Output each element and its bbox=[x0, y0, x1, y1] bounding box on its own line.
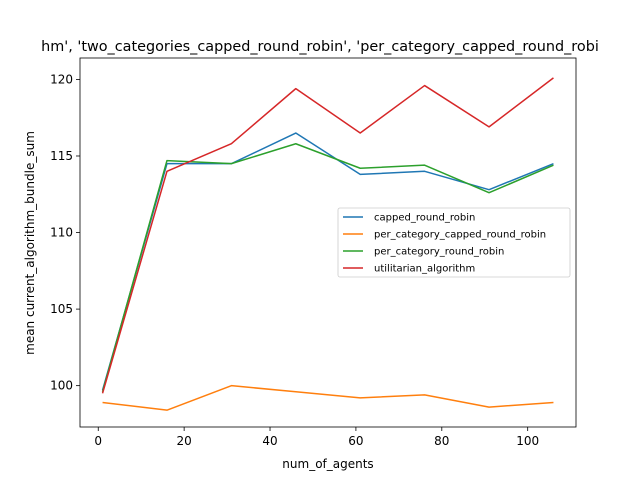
legend-box bbox=[337, 207, 571, 278]
plot-frame bbox=[79, 57, 577, 428]
x-tick-label: 20 bbox=[176, 434, 191, 448]
y-tick-label: 105 bbox=[50, 302, 73, 316]
legend: capped_round_robin per_category_capped_ro… bbox=[337, 207, 571, 278]
y-tick-label: 110 bbox=[50, 226, 73, 240]
x-tick-label: 100 bbox=[516, 434, 539, 448]
series-line-per-category-round-robin bbox=[101, 142, 554, 392]
y-tick-label: 100 bbox=[50, 379, 73, 393]
legend-entry: capped_round_robin bbox=[374, 213, 475, 224]
x-tick-label: 80 bbox=[434, 434, 449, 448]
y-tick-label: 115 bbox=[50, 149, 73, 163]
legend-entry: utilitarian_algorithm bbox=[374, 264, 475, 275]
series-line-utilitarian-algorithm bbox=[101, 77, 554, 394]
series-lines bbox=[101, 77, 554, 411]
y-tick-label: 120 bbox=[50, 72, 73, 86]
legend-entry: per_category_capped_round_robin bbox=[374, 230, 546, 241]
chart-title: hm', 'two_categories_capped_round_robin'… bbox=[41, 39, 599, 55]
y-axis-label: mean current_algorithm_bundle_sum bbox=[23, 131, 37, 355]
x-axis-label: num_of_agents bbox=[282, 457, 373, 471]
x-tick-label: 40 bbox=[262, 434, 277, 448]
x-tick-label: 60 bbox=[348, 434, 363, 448]
x-tick-label: 0 bbox=[94, 434, 102, 448]
series-line-capped-round-robin bbox=[101, 132, 554, 391]
legend-entry: per_category_round_robin bbox=[374, 247, 504, 258]
x-axis: 0 20 40 60 80 100 bbox=[94, 427, 539, 448]
series-line-per-category-capped-round-robin bbox=[102, 384, 554, 411]
y-axis: 100 105 110 115 120 bbox=[50, 72, 80, 393]
